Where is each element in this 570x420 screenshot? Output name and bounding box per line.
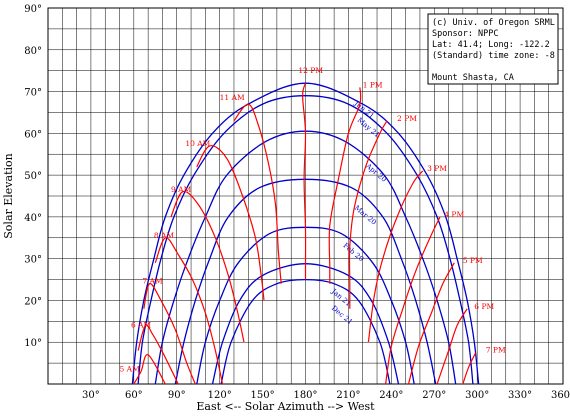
date-curve-mar-20 (174, 178, 437, 385)
info-line: (Standard) time zone: -8 (432, 51, 555, 61)
x-tick-label: 330° (508, 390, 532, 401)
hour-curve-label: 5 PM (463, 256, 483, 265)
hour-curve-label: 7 PM (486, 346, 506, 355)
y-tick-label: 30° (24, 255, 42, 266)
y-tick-label: 60° (24, 129, 42, 140)
plot-frame (47, 7, 564, 385)
hour-curve-9-am (170, 190, 245, 343)
hour-curve-label: 1 PM (363, 80, 383, 89)
axis-ticks: 30° 60° 90° 120° 150° 180° 210° 240° 270° 300° 330… (24, 4, 570, 401)
hour-curve-label: 10 AM (185, 139, 210, 148)
hour-curve-label: 6 AM (131, 321, 152, 330)
x-tick-label: 360° (551, 390, 570, 401)
y-tick-label: 40° (24, 213, 42, 224)
date-curve-label: Jan 21 (329, 287, 352, 308)
hour-curve-label: 5 AM (120, 364, 141, 373)
x-tick-label: 180° (293, 390, 317, 401)
hour-curve-1-pm (328, 87, 362, 284)
hour-curve-label: 8 AM (154, 231, 175, 240)
hour-curve-5-pm (407, 262, 455, 385)
x-tick-label: 30° (82, 390, 100, 401)
y-tick-label: 90° (24, 4, 42, 15)
x-tick-label: 150° (251, 390, 275, 401)
hour-curve-label: 12 PM (298, 66, 323, 75)
hour-curve-12-pm (301, 83, 307, 280)
hour-curve-label: 3 PM (427, 164, 447, 173)
y-tick-label: 20° (24, 296, 42, 307)
info-line: Lat: 41.4; Long: -122.2 (432, 40, 550, 50)
y-tick-label: 70° (24, 88, 42, 99)
grid (48, 8, 563, 384)
hour-curve-11-am (233, 103, 282, 284)
hour-curve-label: 9 AM (171, 185, 192, 194)
x-axis-title: East <-- Solar Azimuth --> West (196, 400, 375, 413)
info-line: (c) Univ. of Oregon SRML (432, 18, 555, 28)
hour-curve-label: 6 PM (474, 302, 494, 311)
date-curve-label: Mar 20 (353, 204, 378, 227)
hour-curves: 5 AM 6 AM 7 AM 8 AM 9 AM 10 AM 11 AM 12 PM 1 PM 2… (120, 66, 506, 385)
hour-curve-label: 2 PM (397, 114, 417, 123)
date-curve-may-21 (137, 95, 474, 385)
y-axis-title: Solar Elevation (2, 153, 15, 238)
x-tick-label: 270° (422, 390, 446, 401)
hour-curve-6-pm (436, 308, 468, 385)
x-tick-label: 90° (168, 390, 186, 401)
hour-curve-4-pm (385, 216, 441, 385)
hour-curve-label: 11 AM (220, 93, 245, 102)
x-tick-label: 300° (465, 390, 489, 401)
y-tick-label: 10° (24, 338, 42, 349)
date-curve-label: May 21 (356, 116, 381, 139)
hour-curve-2-pm (348, 120, 388, 309)
x-tick-label: 120° (208, 390, 232, 401)
hour-curve-label: 7 AM (142, 277, 163, 286)
hour-curve-label: 4 PM (444, 210, 464, 219)
x-tick-label: 60° (125, 390, 143, 401)
hour-curve-8-am (154, 237, 224, 385)
date-curve-label: Dec 21 (330, 304, 354, 326)
hour-curve-7-pm (462, 352, 477, 385)
info-line: Sponsor: NPPC (432, 29, 499, 39)
x-tick-label: 210° (336, 390, 360, 401)
y-tick-label: 80° (24, 46, 42, 57)
hour-curve-6-am (137, 324, 179, 385)
hour-curve-7-am (143, 283, 196, 385)
hour-curve-3-pm (367, 170, 424, 343)
info-box-frame (427, 13, 559, 85)
hour-curve-10-am (196, 145, 265, 301)
hour-curve-5-am (133, 354, 166, 385)
y-tick-label: 50° (24, 171, 42, 182)
info-line: Mount Shasta, CA (432, 73, 514, 83)
x-tick-label: 240° (379, 390, 403, 401)
date-curve-label: Feb 20 (341, 242, 365, 264)
